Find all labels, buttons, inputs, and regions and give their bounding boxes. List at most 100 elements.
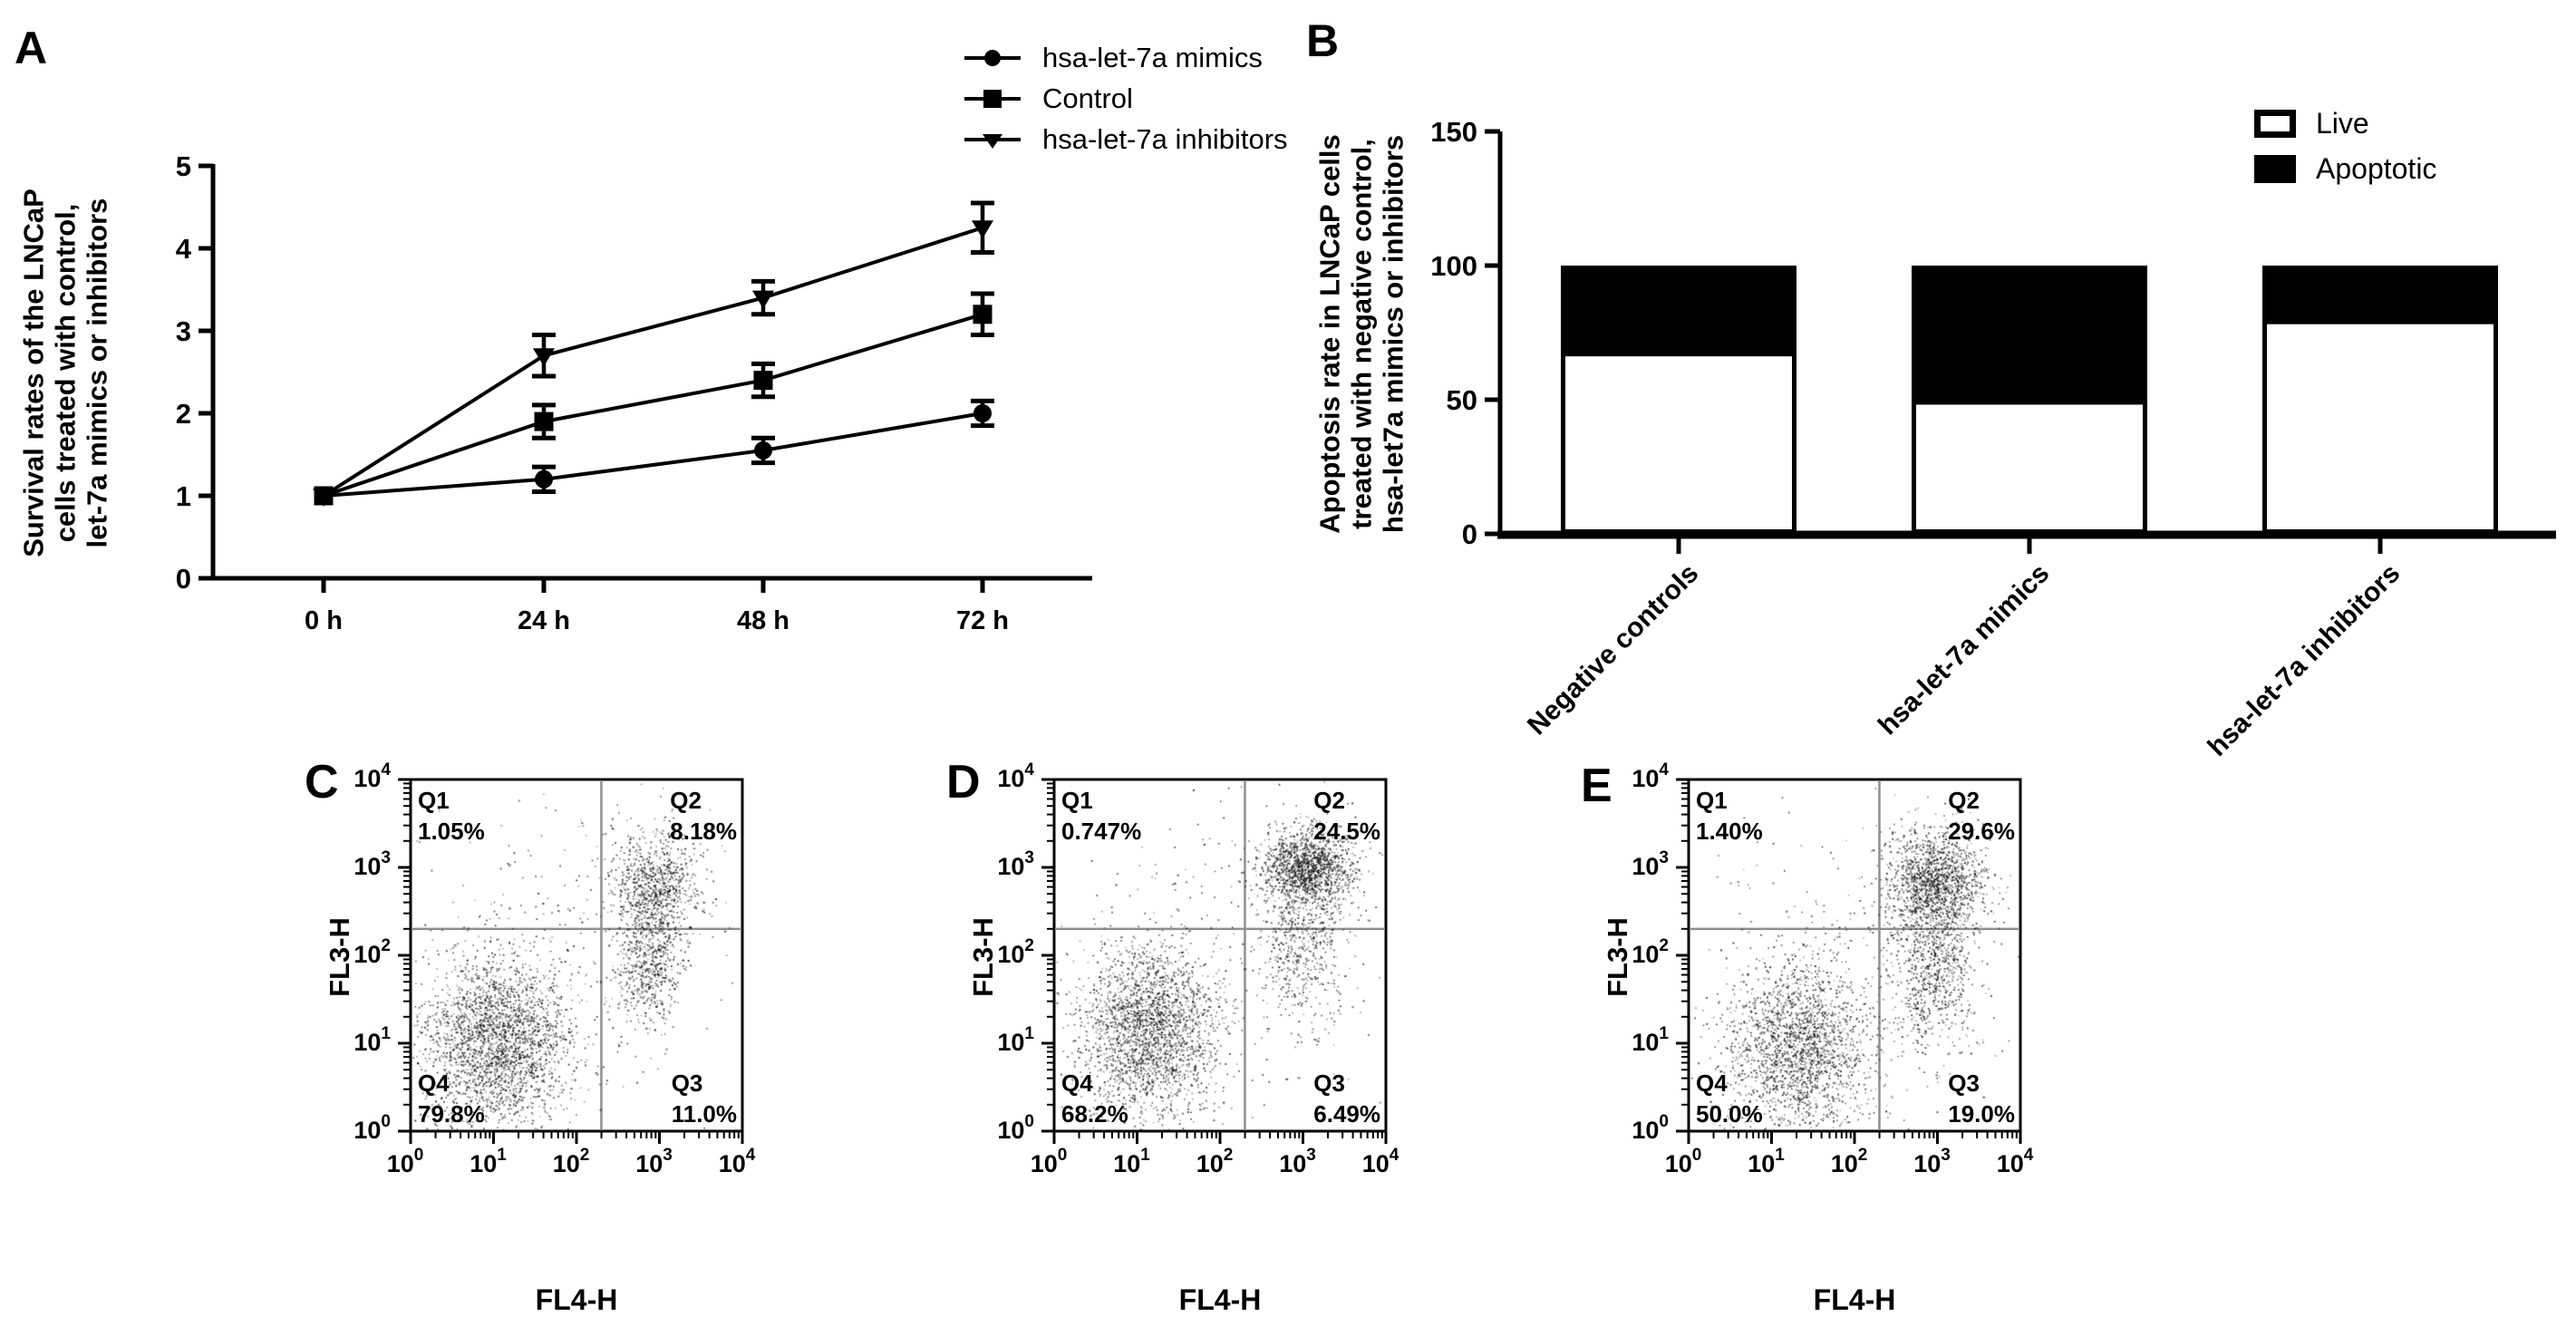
- flow-panel-c: 100 100 101 101 102 102 103 103 104 104 Q1 1.05% …: [299, 752, 943, 1336]
- legend-swatch-apoptotic-icon: [2254, 155, 2296, 183]
- svg-text:100: 100: [997, 1112, 1034, 1144]
- legend-marker-triangle-down-icon: [964, 133, 1021, 149]
- svg-text:104: 104: [719, 1146, 756, 1177]
- panel-d-letter: D: [946, 756, 981, 808]
- legend-swatch-live-icon: [2254, 110, 2296, 138]
- svg-text:101: 101: [1632, 1024, 1669, 1056]
- svg-text:102: 102: [553, 1146, 590, 1177]
- svg-text:72 h: 72 h: [956, 606, 1009, 635]
- scatter-dots-canvas-d: [1054, 779, 1386, 1131]
- panel-b-y-axis-title-line2: treated with negative control,: [1345, 139, 1378, 529]
- svg-text:0 h: 0 h: [305, 606, 343, 635]
- flow-panel-e: 100 100 101 101 102 102 103 103 104 104 Q1 1.40% …: [1577, 752, 2221, 1336]
- legend-label-mimics: hsa-let-7a mimics: [1042, 41, 1263, 73]
- svg-text:48 h: 48 h: [737, 606, 789, 635]
- svg-text:104: 104: [1362, 1146, 1399, 1177]
- panel-a-legend: hsa-let-7a mimics Control hsa-let-7a inh…: [963, 37, 1288, 160]
- flow-y-axis-label: FL3-H: [967, 917, 999, 997]
- svg-text:5: 5: [176, 150, 191, 182]
- quadrant-q4-label: Q4 79.8%: [418, 1070, 485, 1128]
- legend-item-control: Control: [963, 78, 1288, 119]
- scatter-dots-canvas-c: [411, 779, 742, 1131]
- svg-text:104: 104: [1632, 760, 1669, 792]
- svg-text:150: 150: [1430, 116, 1477, 148]
- panel-b-legend: Live Apoptotic: [2254, 107, 2436, 186]
- svg-text:104: 104: [997, 760, 1034, 792]
- quadrant-q3-label: Q3 6.49%: [1313, 1070, 1380, 1128]
- panel-b-letter: B: [1306, 15, 1340, 66]
- legend-label-live: Live: [2316, 107, 2369, 140]
- flow-x-axis-label: FL4-H: [535, 1283, 618, 1316]
- quadrant-q1-label: Q1 1.40%: [1696, 787, 1763, 845]
- svg-text:101: 101: [1748, 1146, 1785, 1177]
- legend-item-apoptotic: Apoptotic: [2254, 152, 2436, 186]
- flow-x-axis-label: FL4-H: [1178, 1283, 1262, 1316]
- svg-text:100: 100: [353, 1112, 391, 1144]
- svg-text:103: 103: [997, 848, 1034, 880]
- svg-text:3: 3: [176, 315, 191, 347]
- svg-text:101: 101: [1113, 1146, 1150, 1177]
- panel-a-y-axis-title-line1: Survival rates of the LNCaP: [17, 189, 50, 557]
- panel-a-y-axis-title: Survival rates of the LNCaP cells treate…: [18, 102, 113, 645]
- quadrant-q2-label: Q2 29.6%: [1948, 787, 2015, 845]
- quadrant-q3-label: Q3 11.0%: [671, 1070, 737, 1128]
- svg-text:103: 103: [1279, 1146, 1316, 1177]
- quadrant-q2-label: Q2 8.18%: [670, 787, 737, 845]
- legend-label-inhibitors: hsa-let-7a inhibitors: [1042, 122, 1288, 155]
- svg-text:104: 104: [353, 760, 391, 792]
- svg-text:0: 0: [1462, 518, 1477, 550]
- quadrant-q2-label: Q2 24.5%: [1313, 787, 1380, 845]
- svg-text:100: 100: [1430, 250, 1477, 282]
- svg-text:100: 100: [1632, 1112, 1669, 1144]
- panel-b-y-axis-title-line3: hsa-let7a mimics or inhibitors: [1377, 134, 1409, 534]
- bar-category-negative-controls: Negative controls: [1521, 558, 1705, 741]
- legend-label-apoptotic: Apoptotic: [2316, 152, 2437, 185]
- svg-text:102: 102: [1196, 1146, 1234, 1177]
- quadrant-q3-label: Q3 19.0%: [1948, 1070, 2015, 1128]
- svg-text:103: 103: [1913, 1146, 1951, 1177]
- legend-item-mimics: hsa-let-7a mimics: [963, 37, 1288, 78]
- panel-c-letter: C: [305, 756, 339, 808]
- panel-b-y-axis-title: Apoptosis rate in LNCaP cells treated wi…: [1314, 63, 1409, 606]
- svg-text:2: 2: [176, 398, 191, 430]
- legend-item-live: Live: [2254, 107, 2436, 140]
- bar-category-mimics: hsa-let-7a mimics: [1872, 558, 2056, 741]
- panel-a-y-axis-title-line2: cells treated with control,: [49, 203, 82, 543]
- svg-text:100: 100: [1031, 1146, 1068, 1177]
- quadrant-q1-label: Q1 0.747%: [1061, 787, 1142, 845]
- svg-text:1: 1: [176, 480, 191, 512]
- svg-text:102: 102: [997, 936, 1034, 968]
- flow-x-axis-label: FL4-H: [1813, 1283, 1896, 1316]
- quadrant-q4-label: Q4 50.0%: [1696, 1070, 1763, 1128]
- legend-label-control: Control: [1042, 82, 1133, 114]
- panel-a-letter: A: [15, 23, 48, 73]
- svg-text:102: 102: [1632, 936, 1669, 968]
- bar-category-inhibitors: hsa-let-7a inhibitors: [2202, 558, 2407, 762]
- flow-y-axis-label: FL3-H: [1602, 917, 1633, 997]
- svg-text:101: 101: [353, 1024, 391, 1056]
- panel-b-y-axis-title-line1: Apoptosis rate in LNCaP cells: [1313, 134, 1346, 534]
- svg-text:102: 102: [353, 936, 391, 968]
- flow-y-axis-label: FL3-H: [324, 917, 355, 997]
- quadrant-q1-label: Q1 1.05%: [418, 787, 485, 845]
- svg-text:24 h: 24 h: [518, 606, 570, 635]
- svg-text:103: 103: [353, 848, 391, 880]
- quadrant-q4-label: Q4 68.2%: [1061, 1070, 1128, 1128]
- panel-a-y-axis-title-line3: let-7a mimics or inhibitors: [81, 198, 113, 548]
- svg-text:104: 104: [1997, 1146, 2034, 1177]
- svg-text:103: 103: [635, 1146, 673, 1177]
- panel-e-letter: E: [1581, 760, 1612, 812]
- svg-text:102: 102: [1831, 1146, 1868, 1177]
- svg-text:103: 103: [1632, 848, 1669, 880]
- flow-panel-d: 100 100 101 101 102 102 103 103 104 104 Q1 0.747%…: [943, 752, 1586, 1336]
- svg-text:4: 4: [176, 233, 192, 265]
- svg-text:101: 101: [470, 1146, 507, 1177]
- svg-text:100: 100: [1665, 1146, 1702, 1177]
- legend-item-inhibitors: hsa-let-7a inhibitors: [963, 119, 1288, 160]
- svg-text:101: 101: [997, 1024, 1034, 1056]
- svg-text:0: 0: [176, 563, 191, 595]
- svg-text:100: 100: [387, 1146, 424, 1177]
- legend-marker-square-icon: [964, 89, 1021, 108]
- svg-text:50: 50: [1447, 384, 1477, 416]
